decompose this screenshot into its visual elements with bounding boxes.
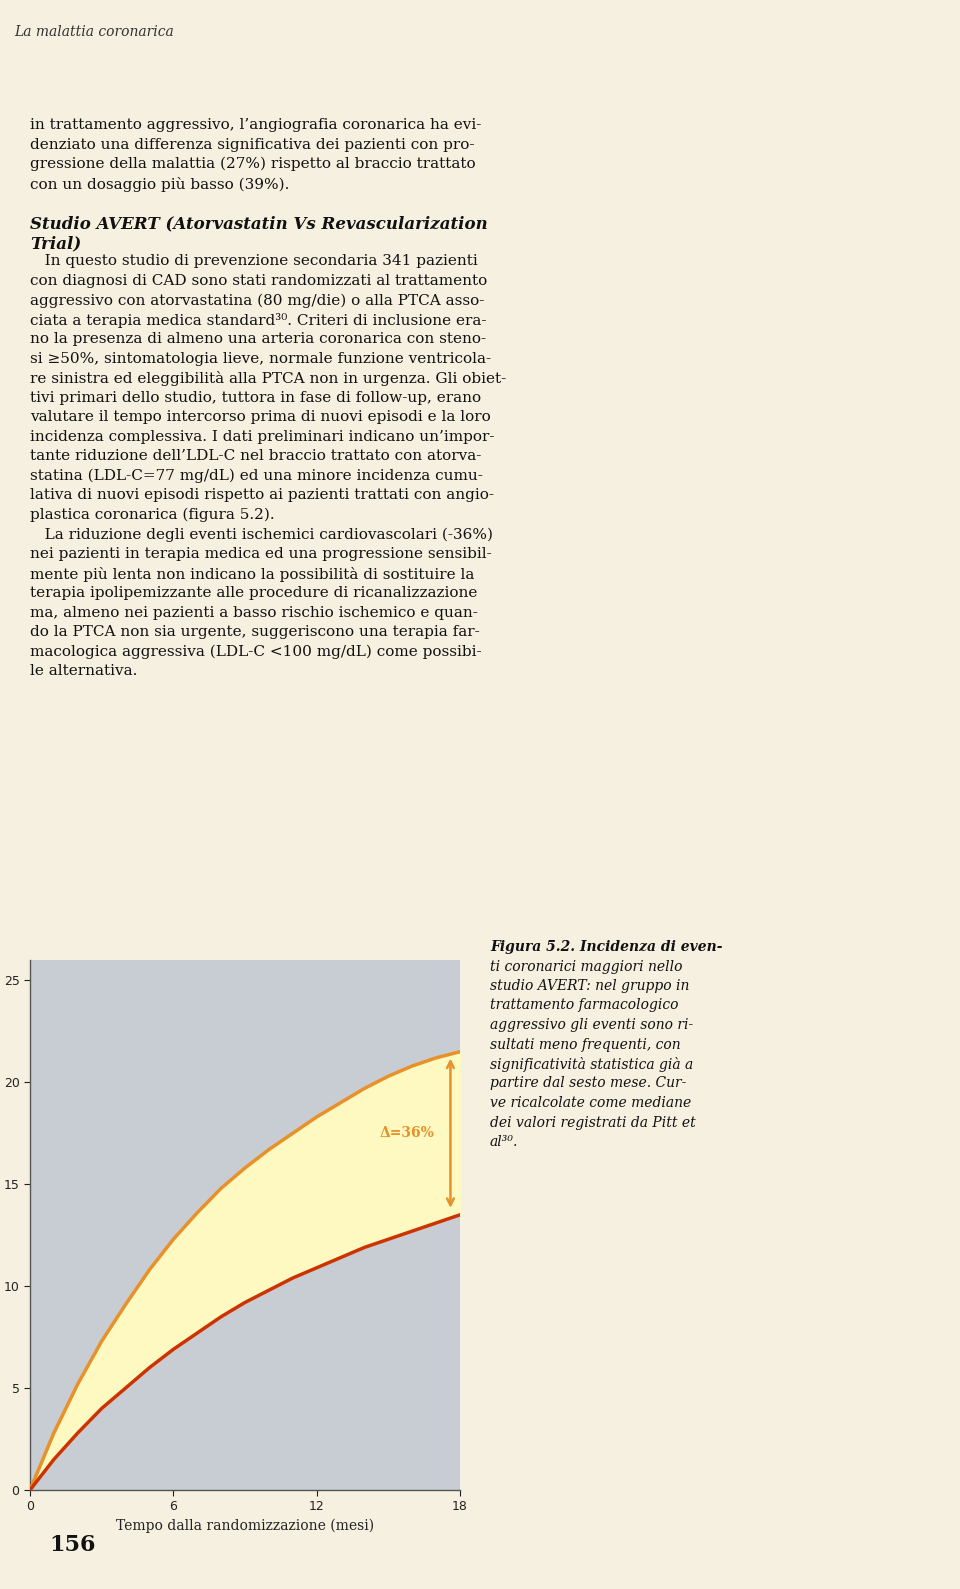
- Text: statina (LDL-C=77 mg/dL) ed una minore incidenza cumu-: statina (LDL-C=77 mg/dL) ed una minore i…: [30, 469, 483, 483]
- Text: plastica coronarica (figura 5.2).: plastica coronarica (figura 5.2).: [30, 508, 275, 523]
- Text: con un dosaggio più basso (39%).: con un dosaggio più basso (39%).: [30, 176, 289, 192]
- Text: La riduzione degli eventi ischemici cardiovascolari (-36%): La riduzione degli eventi ischemici card…: [30, 528, 493, 542]
- Text: Δ=36%: Δ=36%: [380, 1127, 435, 1141]
- Text: al³⁰.: al³⁰.: [490, 1135, 518, 1149]
- Text: denziato una differenza significativa dei pazienti con pro-: denziato una differenza significativa de…: [30, 138, 474, 151]
- Text: si ≥50%, sintomatologia lieve, normale funzione ventricola-: si ≥50%, sintomatologia lieve, normale f…: [30, 353, 492, 365]
- Text: aggressivo con atorvastatina (80 mg/die) o alla PTCA asso-: aggressivo con atorvastatina (80 mg/die)…: [30, 294, 485, 308]
- Text: Figura 5.2. Incidenza di even-: Figura 5.2. Incidenza di even-: [490, 941, 723, 953]
- Text: partire dal sesto mese. Cur-: partire dal sesto mese. Cur-: [490, 1076, 686, 1090]
- Text: aggressivo gli eventi sono ri-: aggressivo gli eventi sono ri-: [490, 1019, 693, 1031]
- Text: no la presenza di almeno una arteria coronarica con steno-: no la presenza di almeno una arteria cor…: [30, 332, 486, 346]
- Text: re sinistra ed eleggibilità alla PTCA non in urgenza. Gli obiet-: re sinistra ed eleggibilità alla PTCA no…: [30, 372, 506, 386]
- Text: in trattamento aggressivo, l’angiografia coronarica ha evi-: in trattamento aggressivo, l’angiografia…: [30, 118, 481, 132]
- Text: ti coronarici maggiori nello: ti coronarici maggiori nello: [490, 960, 683, 974]
- Text: terapia ipolipemizzante alle procedure di ricanalizzazione: terapia ipolipemizzante alle procedure d…: [30, 586, 477, 601]
- Text: Trial): Trial): [30, 235, 82, 253]
- Text: dei valori registrati da Pitt et: dei valori registrati da Pitt et: [490, 1115, 696, 1130]
- Text: mente più lenta non indicano la possibilità di sostituire la: mente più lenta non indicano la possibil…: [30, 567, 474, 582]
- Text: sultati meno frequenti, con: sultati meno frequenti, con: [490, 1038, 681, 1052]
- Text: Studio AVERT (Atorvastatin Vs Revascularization: Studio AVERT (Atorvastatin Vs Revascular…: [30, 216, 488, 232]
- Text: studio AVERT: nel gruppo in: studio AVERT: nel gruppo in: [490, 979, 689, 993]
- Text: lativa di nuovi episodi rispetto ai pazienti trattati con angio-: lativa di nuovi episodi rispetto ai pazi…: [30, 488, 494, 502]
- Text: tante riduzione dell’LDL-C nel braccio trattato con atorva-: tante riduzione dell’LDL-C nel braccio t…: [30, 450, 481, 464]
- X-axis label: Tempo dalla randomizzazione (mesi): Tempo dalla randomizzazione (mesi): [116, 1519, 374, 1533]
- Text: In questo studio di prevenzione secondaria 341 pazienti: In questo studio di prevenzione secondar…: [30, 254, 478, 269]
- Text: valutare il tempo intercorso prima di nuovi episodi e la loro: valutare il tempo intercorso prima di nu…: [30, 410, 491, 424]
- Text: 156: 156: [49, 1533, 96, 1556]
- Text: ciata a terapia medica standard³⁰. Criteri di inclusione era-: ciata a terapia medica standard³⁰. Crite…: [30, 313, 487, 327]
- Text: nei pazienti in terapia medica ed una progressione sensibil-: nei pazienti in terapia medica ed una pr…: [30, 547, 492, 561]
- Text: La malattia coronarica: La malattia coronarica: [14, 25, 174, 40]
- Text: le alternativa.: le alternativa.: [30, 664, 137, 679]
- Text: significatività statistica già a: significatività statistica già a: [490, 1057, 693, 1073]
- Text: con diagnosi di CAD sono stati randomizzati al trattamento: con diagnosi di CAD sono stati randomizz…: [30, 273, 488, 288]
- Text: tivi primari dello studio, tuttora in fase di follow-up, erano: tivi primari dello studio, tuttora in fa…: [30, 391, 481, 405]
- Text: do la PTCA non sia urgente, suggeriscono una terapia far-: do la PTCA non sia urgente, suggeriscono…: [30, 624, 480, 639]
- Text: incidenza complessiva. I dati preliminari indicano un’impor-: incidenza complessiva. I dati preliminar…: [30, 431, 494, 443]
- Text: gressione della malattia (27%) rispetto al braccio trattato: gressione della malattia (27%) rispetto …: [30, 157, 475, 172]
- Text: ma, almeno nei pazienti a basso rischio ischemico e quan-: ma, almeno nei pazienti a basso rischio …: [30, 605, 478, 620]
- Text: trattamento farmacologico: trattamento farmacologico: [490, 998, 679, 1012]
- Text: ve ricalcolate come mediane: ve ricalcolate come mediane: [490, 1096, 691, 1111]
- Text: macologica aggressiva (LDL-C <100 mg/dL) come possibi-: macologica aggressiva (LDL-C <100 mg/dL)…: [30, 645, 482, 659]
